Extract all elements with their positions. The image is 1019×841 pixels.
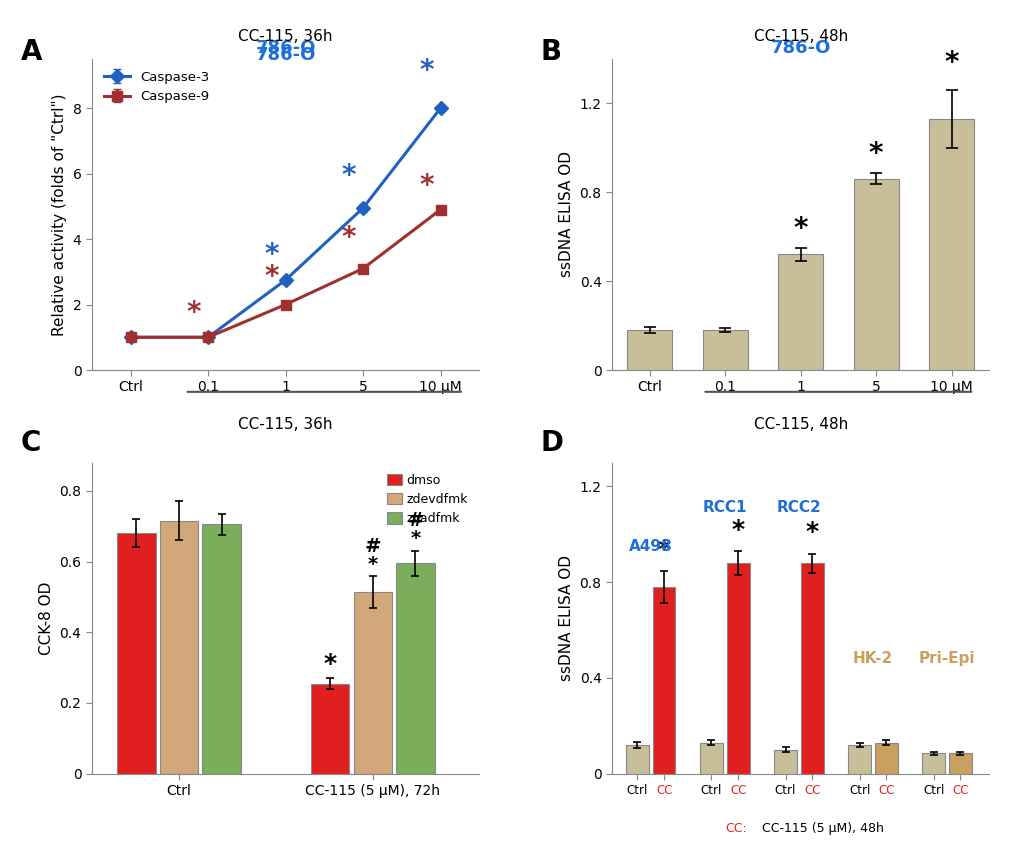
Y-axis label: ssDNA ELISA OD: ssDNA ELISA OD bbox=[558, 151, 574, 278]
Bar bbox=[117, 533, 156, 774]
Bar bbox=[702, 330, 747, 370]
Text: CC:: CC: bbox=[725, 822, 747, 835]
Text: *: * bbox=[793, 215, 807, 243]
Bar bbox=[626, 745, 648, 774]
Bar bbox=[311, 684, 350, 774]
Bar bbox=[928, 119, 973, 370]
Text: CC-115, 48h: CC-115, 48h bbox=[753, 29, 847, 45]
Bar bbox=[853, 179, 898, 370]
Text: *: * bbox=[341, 161, 356, 190]
Bar bbox=[652, 587, 675, 774]
Y-axis label: ssDNA ELISA OD: ssDNA ELISA OD bbox=[558, 555, 574, 681]
Legend: Caspase-3, Caspase-9: Caspase-3, Caspase-9 bbox=[98, 66, 215, 108]
Text: *: * bbox=[264, 263, 278, 292]
Text: D: D bbox=[540, 429, 564, 457]
Text: CC-115, 48h: CC-115, 48h bbox=[753, 417, 847, 431]
Text: *: * bbox=[731, 517, 744, 542]
Bar bbox=[874, 743, 897, 774]
Text: #: # bbox=[407, 511, 423, 531]
Text: *: * bbox=[944, 49, 958, 77]
Y-axis label: CCK-8 OD: CCK-8 OD bbox=[39, 581, 54, 655]
Bar bbox=[777, 255, 822, 370]
Text: *: * bbox=[410, 529, 420, 548]
Text: RCC2: RCC2 bbox=[775, 500, 820, 516]
Text: B: B bbox=[540, 38, 561, 66]
Text: *: * bbox=[186, 299, 201, 327]
Text: *: * bbox=[657, 538, 671, 562]
Text: *: * bbox=[419, 172, 433, 199]
Text: 786-O: 786-O bbox=[255, 46, 316, 64]
Bar bbox=[699, 743, 722, 774]
Text: C: C bbox=[20, 429, 41, 457]
Text: RCC1: RCC1 bbox=[702, 500, 746, 516]
Text: *: * bbox=[323, 653, 336, 676]
Text: *: * bbox=[341, 224, 356, 252]
Bar bbox=[627, 330, 672, 370]
Text: #: # bbox=[364, 537, 381, 556]
Title: 786-O: 786-O bbox=[769, 40, 830, 57]
Bar bbox=[727, 563, 749, 774]
Text: CC-115 (5 μM), 48h: CC-115 (5 μM), 48h bbox=[761, 822, 883, 835]
Text: HK-2: HK-2 bbox=[852, 651, 893, 666]
Bar bbox=[354, 591, 391, 774]
Bar bbox=[395, 563, 434, 774]
Text: *: * bbox=[368, 555, 377, 574]
Legend: dmso, zdevdfmk, zvadfmk: dmso, zdevdfmk, zvadfmk bbox=[381, 468, 473, 531]
Text: CC-115, 36h: CC-115, 36h bbox=[238, 29, 332, 45]
Text: *: * bbox=[419, 57, 433, 85]
Bar bbox=[202, 525, 240, 774]
Text: *: * bbox=[264, 241, 278, 268]
Bar bbox=[160, 521, 198, 774]
Text: CC-115, 36h: CC-115, 36h bbox=[238, 417, 332, 431]
Bar bbox=[949, 754, 971, 774]
Text: *: * bbox=[805, 520, 818, 544]
Text: Pri-Epi: Pri-Epi bbox=[918, 651, 974, 666]
Text: A: A bbox=[20, 38, 42, 66]
Title: 786-O: 786-O bbox=[255, 40, 316, 57]
Bar bbox=[800, 563, 822, 774]
Y-axis label: Relative activity (folds of "Ctrl"): Relative activity (folds of "Ctrl") bbox=[52, 93, 67, 336]
Text: *: * bbox=[868, 140, 882, 168]
Bar bbox=[921, 754, 944, 774]
Bar bbox=[773, 750, 796, 774]
Bar bbox=[848, 745, 870, 774]
Text: A498: A498 bbox=[629, 538, 672, 553]
